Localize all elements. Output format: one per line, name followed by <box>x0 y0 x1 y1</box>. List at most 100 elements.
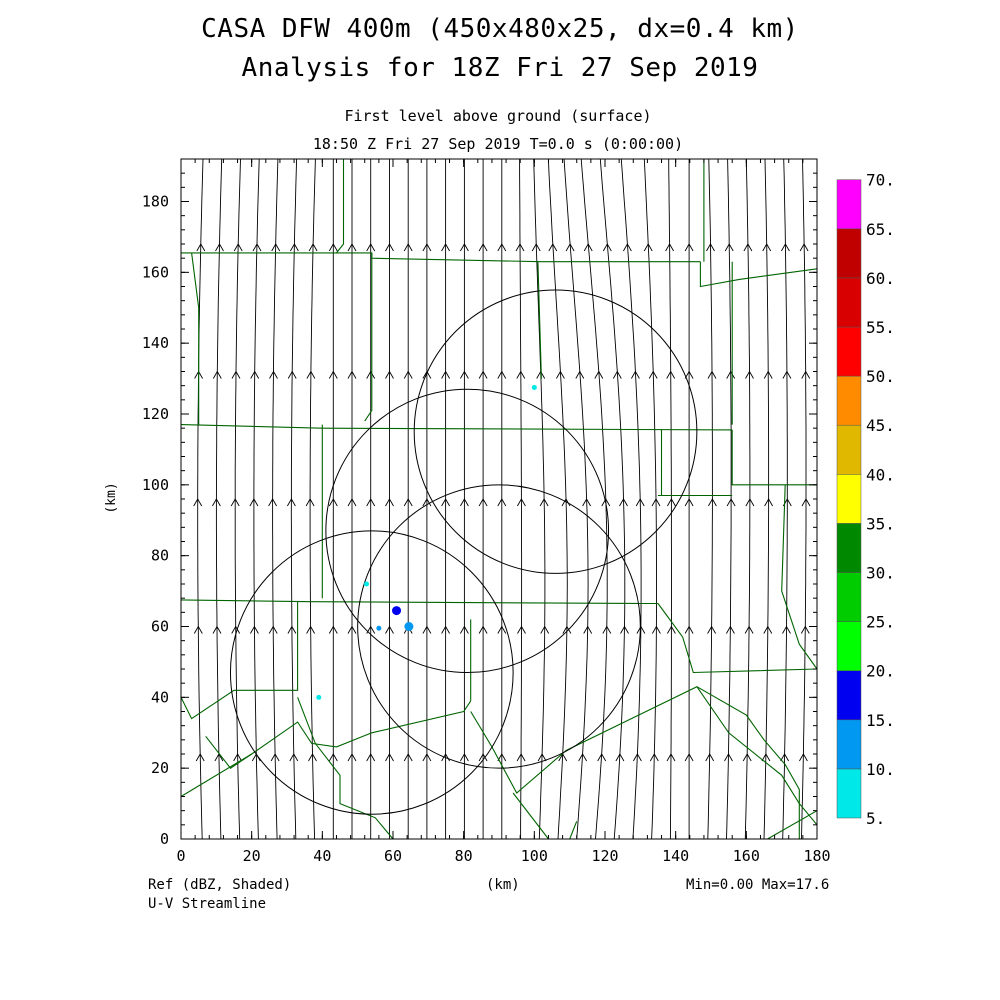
reflectivity-echo <box>364 581 369 587</box>
streamline-arrow <box>308 753 317 762</box>
streamline-arrow <box>366 498 376 507</box>
streamline-arrow <box>250 370 260 379</box>
streamline <box>744 158 751 840</box>
streamline-arrow <box>233 243 243 252</box>
streamline-arrow <box>742 753 752 762</box>
streamline-arrow <box>620 625 629 634</box>
reflectivity-echo <box>316 694 322 700</box>
streamline-arrow <box>287 370 297 379</box>
colorbar-label: 55. <box>866 318 895 337</box>
colorbar-label: 40. <box>866 465 895 484</box>
y-tick-label: 120 <box>142 405 169 423</box>
streamline-arrow <box>548 243 558 252</box>
county-boundary <box>569 821 578 840</box>
streamline-arrow <box>762 243 772 252</box>
colorbar-swatch <box>836 621 862 671</box>
reflectivity-core <box>394 608 399 613</box>
colorbar-label: 45. <box>866 416 895 435</box>
streamline-arrow <box>289 753 299 762</box>
x-tick-label: 100 <box>521 847 548 865</box>
streamline-arrow <box>385 625 394 634</box>
streamline <box>726 158 732 840</box>
x-axis: 0 20 40 60 80 100 120 140 160 180 <box>176 159 831 865</box>
county-boundary <box>205 735 253 769</box>
streamline-arrow <box>366 243 376 252</box>
x-tick-label: 180 <box>803 847 830 865</box>
chart-title-line1: CASA DFW 400m (450x480x25, dx=0.4 km) <box>201 14 799 44</box>
streamline-arrow <box>562 625 572 634</box>
streamline-arrow <box>801 370 811 379</box>
streamline-arrow <box>249 498 259 507</box>
streamline-arrow <box>366 370 376 379</box>
streamline-arrow <box>347 753 357 762</box>
county-boundary <box>696 686 800 839</box>
streamline-arrow <box>422 625 432 634</box>
streamline <box>801 158 807 840</box>
streamline <box>290 158 298 840</box>
y-tick-label: 140 <box>142 334 169 352</box>
streamline-arrow <box>366 753 376 762</box>
county-boundary <box>336 159 345 254</box>
streamline-arrow <box>540 625 550 634</box>
x-tick-label: 40 <box>313 847 331 865</box>
chart-subtitle-time: 18:50 Z Fri 27 Sep 2019 T=0.0 s (0:00:00… <box>312 135 684 153</box>
colorbar-swatch <box>836 277 862 328</box>
streamline-arrow <box>707 370 717 379</box>
streamline-arrow <box>635 498 645 507</box>
reflectivity-echoes-layer <box>316 384 537 700</box>
streamline <box>643 158 657 840</box>
streamline-arrow <box>308 243 318 252</box>
streamline-arrow <box>193 625 203 634</box>
streamline-arrow <box>403 370 413 379</box>
y-tick-label: 160 <box>142 263 169 281</box>
colorbar-label: 35. <box>866 514 895 533</box>
chart-subtitle-level: First level above ground (surface) <box>344 107 652 125</box>
x-axis-label: (km) <box>486 877 520 893</box>
footer-streamline-label: U-V Streamline <box>148 896 267 912</box>
colorbar-swatch <box>836 474 862 524</box>
streamline-arrow <box>460 625 469 634</box>
streamline-arrow <box>478 370 488 379</box>
streamline-arrow <box>539 498 549 507</box>
streamline-arrow <box>743 243 753 252</box>
x-tick-label: 120 <box>591 847 618 865</box>
streamline-arrow <box>615 753 625 762</box>
streamline-arrow <box>306 625 315 634</box>
chart-title-line2: Analysis for 18Z Fri 27 Sep 2019 <box>241 53 759 83</box>
colorbar-label: 60. <box>866 269 895 288</box>
streamline-arrow <box>602 243 612 252</box>
streamline-arrow <box>516 370 526 379</box>
streamline-arrow <box>422 753 432 762</box>
streamline-arrow <box>633 753 642 762</box>
streamline <box>533 158 546 840</box>
streamline-arrow <box>707 625 716 634</box>
county-boundary <box>297 697 394 840</box>
streamline-arrow <box>328 753 338 762</box>
streamline-arrow <box>643 243 653 252</box>
streamline <box>563 158 589 840</box>
streamline-arrow <box>497 498 507 507</box>
y-axis-label: (km) <box>104 482 119 513</box>
streamline-arrow <box>271 243 281 252</box>
y-tick-label: 100 <box>142 476 169 494</box>
colorbar-swatch <box>836 326 862 377</box>
county-boundary <box>731 429 817 486</box>
radar-range-ring <box>229 530 514 815</box>
streamline-arrow <box>347 625 357 634</box>
streamline-arrow <box>745 370 754 379</box>
streamline-arrow <box>290 243 299 252</box>
streamline-arrow <box>667 498 676 507</box>
y-tick-label: 60 <box>151 618 169 636</box>
x-tick-label: 20 <box>243 847 261 865</box>
streamline-arrow <box>649 753 659 762</box>
streamline-arrow <box>665 243 674 252</box>
streamline-arrow <box>651 498 661 507</box>
streamline-arrow <box>705 753 715 762</box>
colorbar-swatch <box>836 523 862 573</box>
streamline <box>620 158 642 840</box>
streamline-arrow <box>724 753 733 762</box>
streamline-arrow <box>799 243 809 252</box>
colorbar-swatch <box>836 228 862 279</box>
streamline-arrow <box>782 625 791 634</box>
